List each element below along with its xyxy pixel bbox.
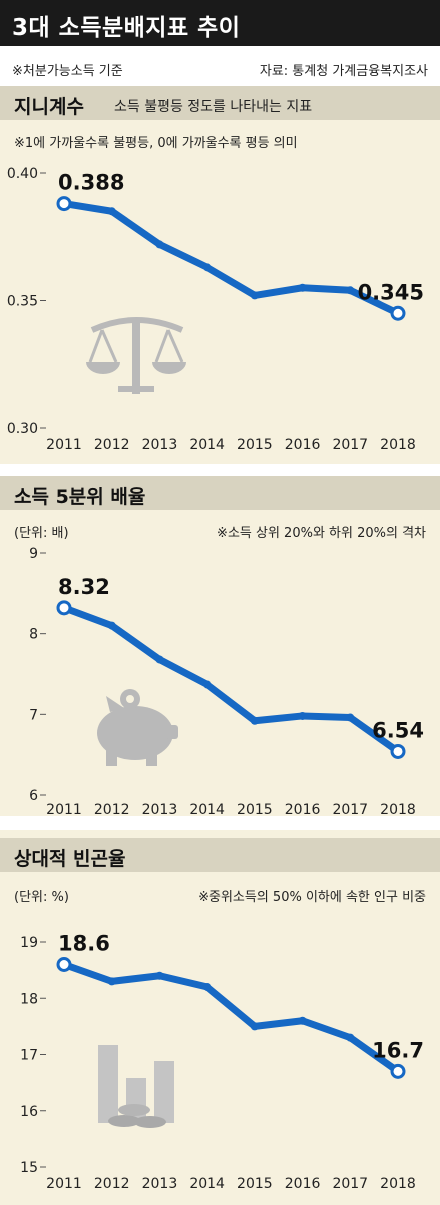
quintile-xtick-label: 2018 [380, 802, 416, 818]
gini-point [250, 291, 259, 300]
gini-xtick-label: 2012 [94, 437, 130, 453]
poverty-data-label: 18.6 [58, 932, 110, 956]
poverty-ytick-label: 15 [20, 1160, 38, 1176]
quintile-panel: 소득 5분위 배율 (단위: 배) ※소득 상위 20%와 하위 20%의 격차 [0, 476, 440, 816]
poverty-xtick-label: 2018 [380, 1176, 416, 1192]
poverty-panel: 상대적 빈곤율 (단위: %) ※중위소득의 50% 이하에 속한 인구 비중 [0, 830, 440, 1205]
bar-coins-icon [98, 1045, 174, 1128]
scale-icon [86, 317, 186, 394]
gini-data-label: 0.388 [58, 171, 124, 195]
page-title-bar: 3대 소득분배지표 추이 [0, 0, 440, 46]
page-title: 3대 소득분배지표 추이 [12, 15, 241, 41]
quintile-xtick-label: 2011 [46, 802, 82, 818]
poverty-xtick-label: 2011 [46, 1176, 82, 1192]
poverty-point [346, 1033, 355, 1042]
poverty-xtick-label: 2017 [332, 1176, 368, 1192]
quintile-point [390, 743, 406, 759]
gini-xtick-label: 2017 [332, 437, 368, 453]
quintile-xtick-label: 2013 [142, 802, 178, 818]
quintile-unit: (단위: 배) [14, 526, 69, 541]
poverty-point [155, 971, 164, 980]
poverty-point [107, 977, 116, 986]
gini-ytick-label: 0.40 [7, 166, 38, 182]
gini-ytick-label: 0.30 [7, 421, 38, 437]
poverty-xtick-label: 2015 [237, 1176, 273, 1192]
poverty-ytick-label: 17 [20, 1048, 38, 1064]
gini-xtick-label: 2014 [189, 437, 225, 453]
quintile-note: ※소득 상위 20%와 하위 20%의 격차 [217, 526, 426, 541]
quintile-data-label: 8.32 [58, 575, 110, 599]
gini-header: 지니계수 소득 불평등 정도를 나타내는 지표 [0, 86, 440, 120]
quintile-point [298, 711, 307, 720]
gini-ytick-label: 0.35 [7, 294, 38, 310]
quintile-point [56, 600, 72, 616]
gini-point [390, 305, 406, 321]
poverty-point [56, 957, 72, 972]
poverty-ytick-label: 16 [20, 1104, 38, 1120]
poverty-unit: (단위: %) [14, 890, 69, 905]
gini-point [346, 286, 355, 295]
gini-point [203, 263, 212, 272]
source-note: 자료: 통계청 가계금융복지조사 [259, 64, 428, 79]
quintile-point [155, 655, 164, 664]
basis-note: ※처분가능소득 기준 [12, 64, 123, 79]
gini-xtick-label: 2016 [285, 437, 321, 453]
gini-point [155, 240, 164, 249]
poverty-ytick-label: 19 [20, 935, 38, 951]
quintile-ytick-label: 7 [29, 707, 38, 723]
poverty-point [250, 1022, 259, 1031]
gini-point [56, 196, 72, 212]
gini-subtitle: 소득 불평등 정도를 나타내는 지표 [114, 99, 313, 115]
poverty-data-label: 16.7 [372, 1038, 424, 1062]
gini-panel: 지니계수 소득 불평등 정도를 나타내는 지표 ※1에 가까울수록 불평등, 0… [0, 86, 440, 464]
quintile-header: 소득 5분위 배율 [0, 476, 440, 510]
poverty-point [203, 983, 212, 991]
quintile-point [107, 621, 116, 630]
gini-xtick-label: 2018 [380, 437, 416, 453]
poverty-point [298, 1016, 307, 1025]
quintile-series-line [60, 604, 402, 755]
quintile-point [346, 713, 355, 722]
gini-data-label: 0.345 [358, 280, 424, 304]
quintile-point [203, 680, 212, 689]
gini-xtick-label: 2015 [237, 437, 273, 453]
gini-xtick-label: 2013 [142, 437, 178, 453]
quintile-xtick-label: 2017 [332, 802, 368, 818]
gini-point [298, 283, 307, 292]
poverty-series-line [60, 961, 402, 1075]
piggy-bank-icon [97, 689, 178, 766]
quintile-xtick-label: 2012 [94, 802, 130, 818]
quintile-ytick-label: 9 [29, 546, 38, 562]
poverty-point [390, 1063, 406, 1079]
gini-note: ※1에 가까울수록 불평등, 0에 가까울수록 평등 의미 [14, 136, 298, 151]
poverty-xtick-label: 2016 [285, 1176, 321, 1192]
gini-xtick-label: 2011 [46, 437, 82, 453]
poverty-header: 상대적 빈곤율 [0, 838, 440, 872]
quintile-point [250, 716, 259, 725]
poverty-ytick-label: 18 [20, 991, 38, 1007]
poverty-xtick-label: 2013 [142, 1176, 178, 1192]
quintile-ytick-label: 8 [29, 627, 38, 643]
gini-title: 지니계수 [14, 96, 84, 118]
poverty-title: 상대적 빈곤율 [14, 848, 126, 870]
poverty-xtick-label: 2014 [189, 1176, 225, 1192]
quintile-data-label: 6.54 [372, 718, 424, 742]
gini-point [107, 207, 116, 216]
quintile-xtick-label: 2015 [237, 802, 273, 818]
poverty-note: ※중위소득의 50% 이하에 속한 인구 비중 [198, 890, 426, 905]
quintile-ytick-label: 6 [29, 788, 38, 804]
gini-series-line [60, 200, 402, 317]
quintile-xtick-label: 2014 [189, 802, 225, 818]
poverty-xtick-label: 2012 [94, 1176, 130, 1192]
quintile-title: 소득 5분위 배율 [14, 486, 146, 508]
quintile-xtick-label: 2016 [285, 802, 321, 818]
